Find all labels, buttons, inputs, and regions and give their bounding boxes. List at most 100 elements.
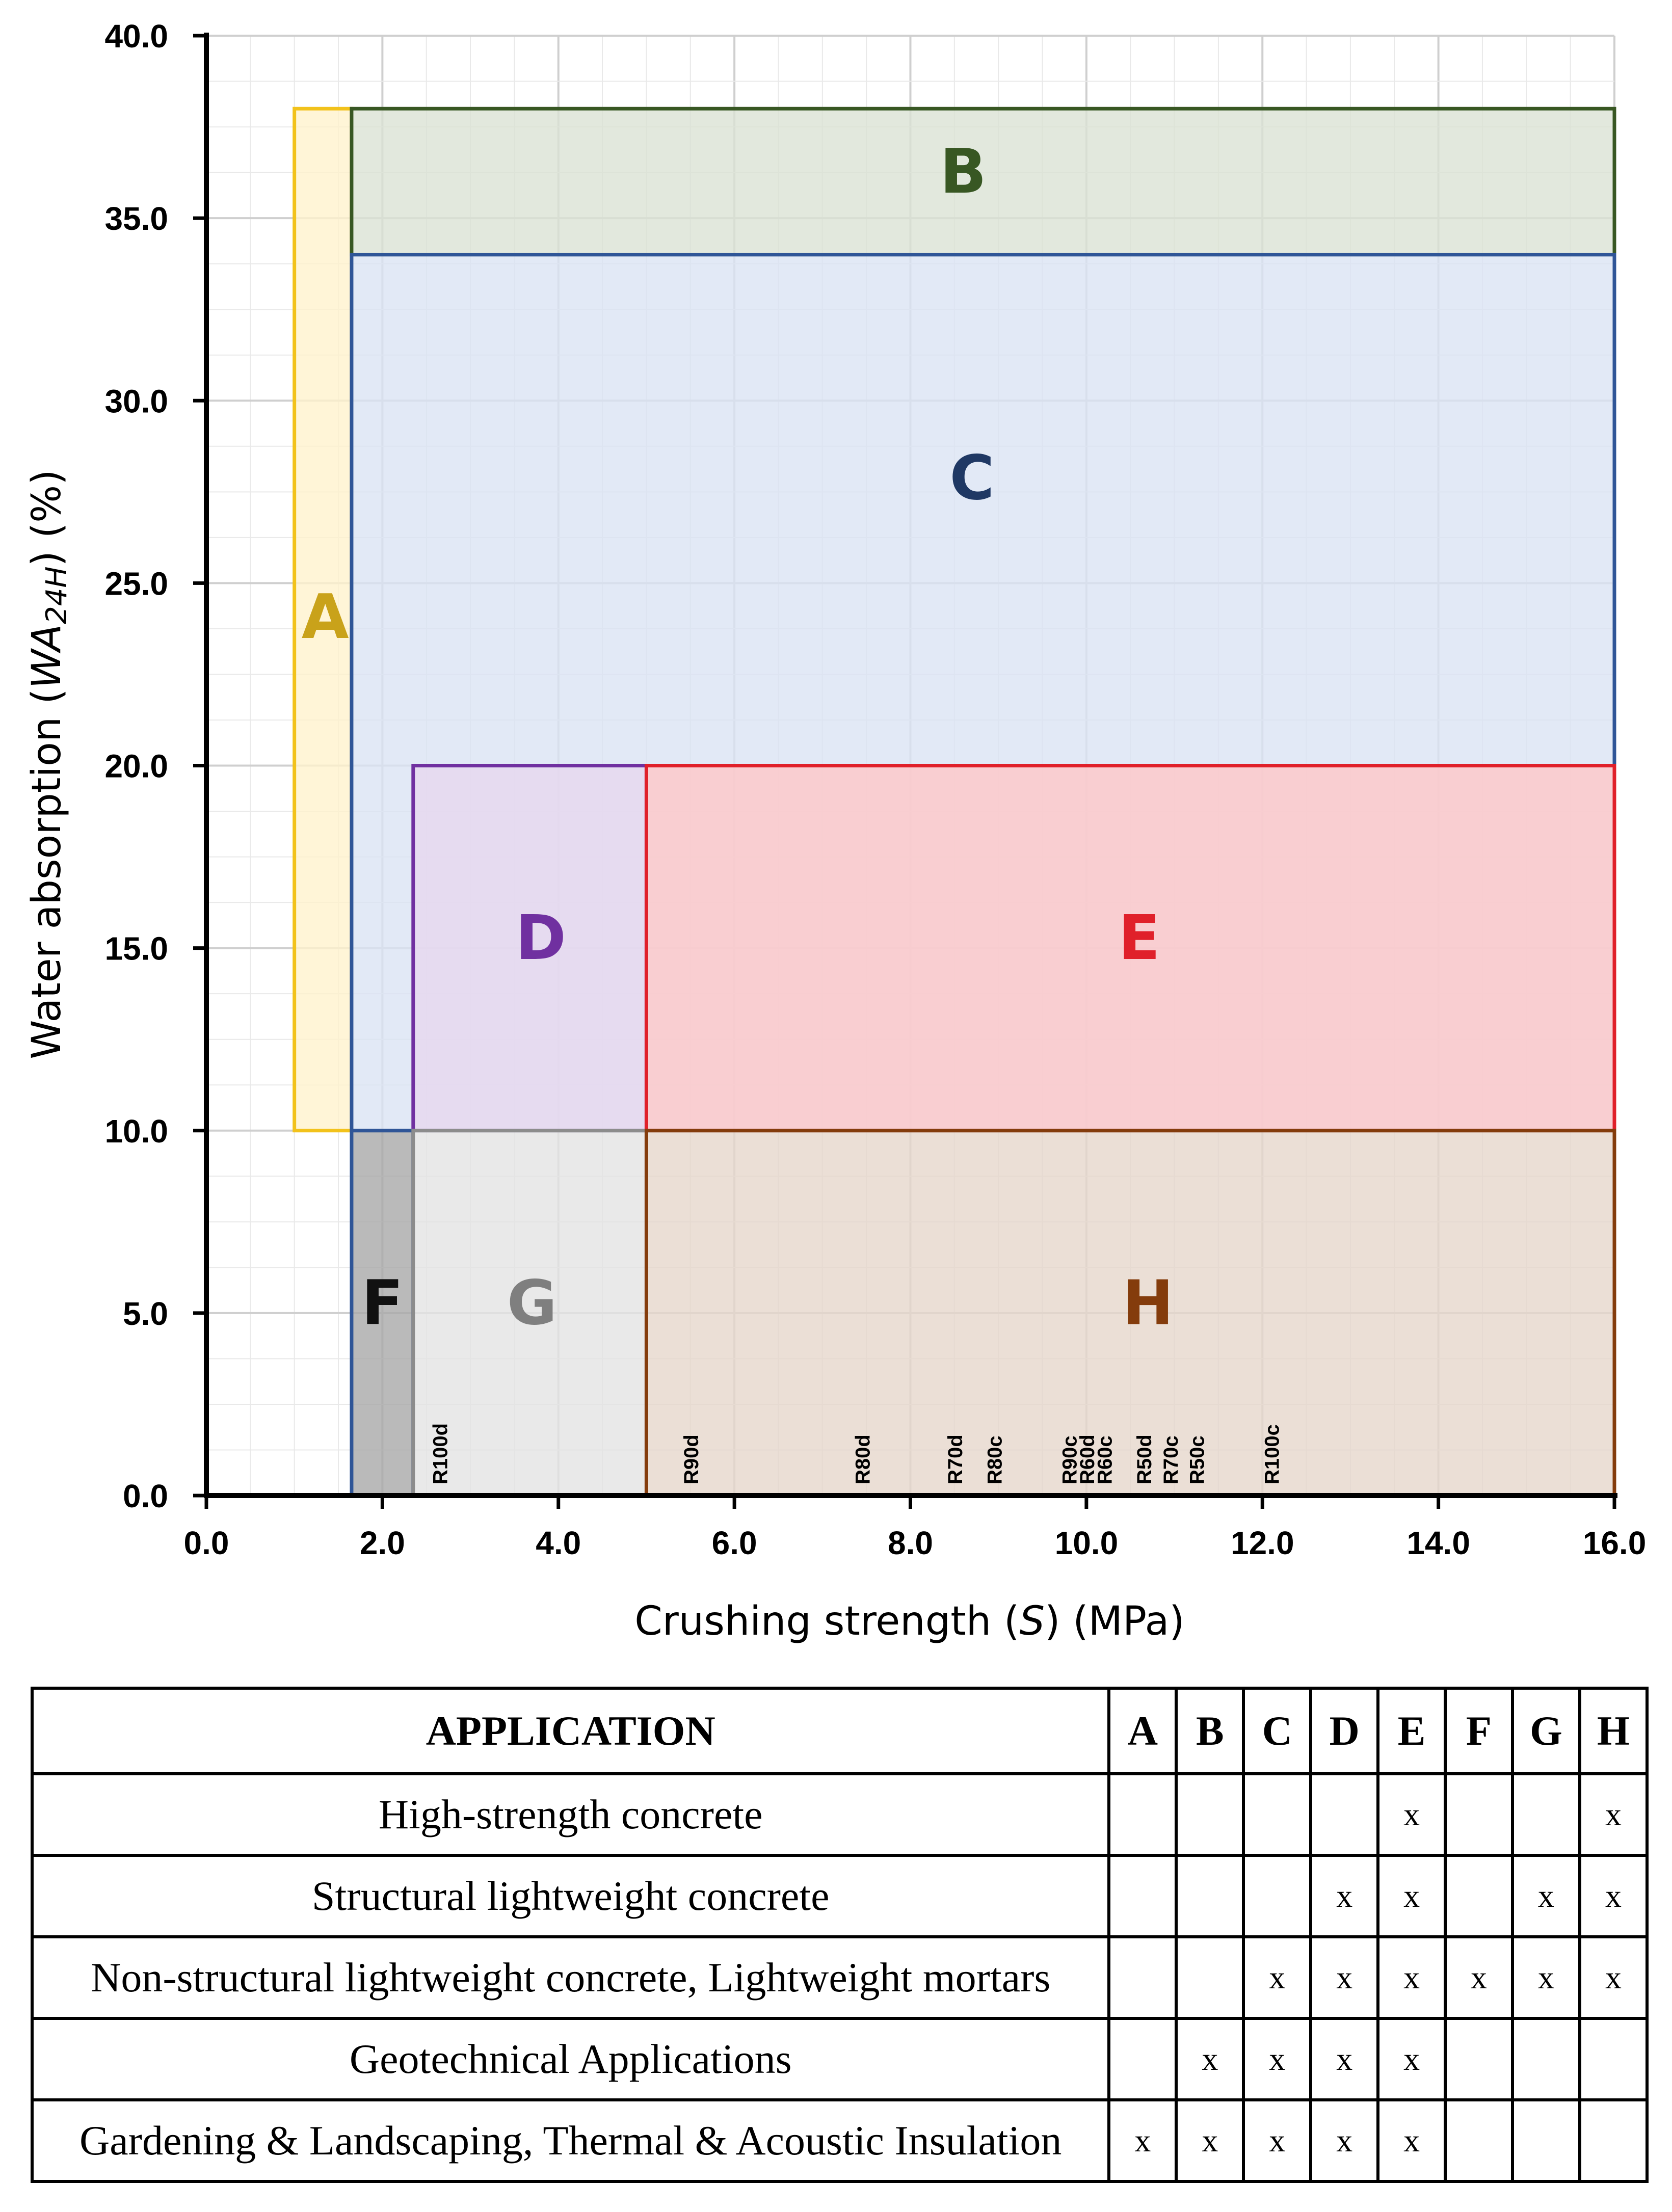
mark-cell: x [1376,1854,1447,1938]
table-row: Gardening & Landscaping, Thermal & Acous… [30,2098,1649,2183]
mark-cell [1107,1854,1178,1938]
application-cell: Structural lightweight concrete [30,1854,1111,1938]
x-axis-title: Crushing strength (S) (MPa) [634,1598,1184,1644]
zone-header-h: H [1578,1687,1649,1775]
applications-table-wrapper: APPLICATION A B C D E F G H High-strengt… [30,1687,1649,2183]
x-tick-label: 14.0 [1406,1525,1470,1561]
mark-cell: x [1578,1854,1649,1938]
mark-cell: x [1309,2098,1380,2183]
table-row: High-strength concrete x x [30,1772,1649,1857]
x-tick-label: 10.0 [1055,1525,1119,1561]
x-tick-label: 16.0 [1583,1525,1647,1561]
y-tick-label: 5.0 [123,1295,168,1332]
applications-table: APPLICATION A B C D E F G H High-strengt… [30,1687,1649,2183]
x-tick-label: 0.0 [184,1525,229,1561]
mark-cell: x [1376,2017,1447,2101]
mark-cell: x [1242,1935,1313,2020]
y-tick-label: 10.0 [104,1113,168,1150]
zone-a-label: A [302,582,349,653]
mark-cell: x [1578,1772,1649,1857]
mark-cell: x [1376,1935,1447,2020]
table-row: Non-structural lightweight concrete, Lig… [30,1935,1649,2020]
sample-label: R70d [944,1434,967,1484]
mark-cell [1510,2017,1581,2101]
mark-cell: x [1578,1935,1649,2020]
application-cell: High-strength concrete [30,1772,1111,1857]
chart-tick-labels: 0.0 2.0 4.0 6.0 8.0 10.0 12.0 14.0 16.0 0.0 5.0 10.… [104,18,1646,1561]
zone-a-region [293,106,354,1133]
mark-cell: x [1309,1935,1380,2020]
mark-cell [1242,1772,1313,1857]
mark-cell: x [1242,2098,1313,2183]
mark-cell [1444,2098,1514,2183]
sample-label: R60c [1094,1435,1116,1484]
application-cell: Non-structural lightweight concrete, Lig… [30,1935,1111,2020]
zone-header-e: E [1376,1687,1447,1775]
y-tick-label: 40.0 [104,18,168,55]
mark-cell [1107,1935,1178,2020]
mark-cell: x [1376,2098,1447,2183]
sample-label: R80d [852,1434,874,1484]
zone-header-d: D [1309,1687,1380,1775]
sample-label: R100c [1261,1424,1284,1484]
y-tick-label: 20.0 [104,748,168,785]
x-tick-label: 8.0 [888,1525,933,1561]
mark-cell: x [1242,2017,1313,2101]
application-cell: Geotechnical Applications [30,2017,1111,2101]
mark-cell: x [1175,2017,1245,2101]
y-tick-label: 30.0 [104,383,168,419]
mark-cell [1578,2098,1649,2183]
y-tick-label: 35.0 [104,200,168,237]
zone-d-label: D [515,903,566,974]
mark-cell [1107,1772,1178,1857]
zone-h-region [644,1129,1616,1498]
mark-cell [1175,1772,1245,1857]
x-tick-label: 4.0 [536,1525,581,1561]
mark-cell [1578,2017,1649,2101]
mark-cell: x [1444,1935,1514,2020]
zone-b-label: B [940,137,986,207]
table-row: Structural lightweight concrete x x x x [30,1854,1649,1938]
chart-zones: A B C D E F G H [293,106,1616,1498]
mark-cell: x [1107,2098,1178,2183]
chart: A B C D E F G H 0.0 2.0 4.0 6.0 8.0 10.0 12.0 14.0 16.0… [24,18,1646,1644]
mark-cell: x [1510,1854,1581,1938]
zone-c-label: C [949,443,994,514]
y-tick-label: 25.0 [104,565,168,602]
mark-cell [1510,2098,1581,2183]
x-tick-label: 6.0 [712,1525,757,1561]
application-header: APPLICATION [30,1687,1111,1775]
mark-cell: x [1309,2017,1380,2101]
sample-label: R60d [1076,1434,1099,1484]
zone-header-g: G [1510,1687,1581,1775]
table-row: Geotechnical Applications x x x x [30,2017,1649,2101]
sample-label: R50c [1186,1435,1209,1484]
mark-cell [1309,1772,1380,1857]
mark-cell [1444,2017,1514,2101]
zone-f-label: F [361,1268,403,1339]
mark-cell [1175,1935,1245,2020]
application-cell: Gardening & Landscaping, Thermal & Acous… [30,2098,1111,2183]
mark-cell [1175,1854,1245,1938]
zone-d-region [411,764,648,1133]
sample-label: R90d [680,1434,703,1484]
sample-label: R50d [1133,1434,1156,1484]
zone-header-b: B [1175,1687,1245,1775]
mark-cell [1444,1854,1514,1938]
y-axis-title: Water absorption (WA24H) (%) [24,469,73,1059]
x-tick-label: 12.0 [1231,1525,1294,1561]
mark-cell [1444,1772,1514,1857]
zone-header-f: F [1444,1687,1514,1775]
mark-cell [1107,2017,1178,2101]
mark-cell: x [1510,1935,1581,2020]
mark-cell [1510,1772,1581,1857]
mark-cell: x [1175,2098,1245,2183]
x-tick-label: 2.0 [360,1525,405,1561]
zone-header-c: C [1242,1687,1313,1775]
y-tick-label: 0.0 [123,1478,168,1514]
zone-g-label: G [507,1268,558,1339]
mark-cell [1242,1854,1313,1938]
table-header-row: APPLICATION A B C D E F G H [30,1687,1649,1775]
zone-h-label: H [1123,1268,1174,1339]
